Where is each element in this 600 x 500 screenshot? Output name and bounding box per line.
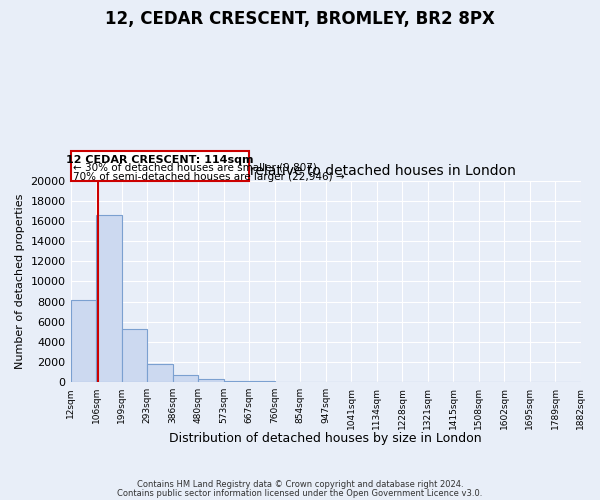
- Bar: [122, 329, 147, 382]
- Bar: [249, 381, 275, 382]
- Bar: [147, 364, 173, 382]
- Bar: [71, 300, 96, 382]
- Text: 12, CEDAR CRESCENT, BROMLEY, BR2 8PX: 12, CEDAR CRESCENT, BROMLEY, BR2 8PX: [105, 10, 495, 28]
- Bar: [198, 379, 224, 382]
- Title: Size of property relative to detached houses in London: Size of property relative to detached ho…: [135, 164, 516, 178]
- Text: 12 CEDAR CRESCENT: 114sqm: 12 CEDAR CRESCENT: 114sqm: [66, 154, 253, 164]
- Text: Contains HM Land Registry data © Crown copyright and database right 2024.: Contains HM Land Registry data © Crown c…: [137, 480, 463, 489]
- X-axis label: Distribution of detached houses by size in London: Distribution of detached houses by size …: [169, 432, 482, 445]
- Y-axis label: Number of detached properties: Number of detached properties: [15, 194, 25, 369]
- Bar: [173, 374, 198, 382]
- Text: ← 30% of detached houses are smaller (9,807): ← 30% of detached houses are smaller (9,…: [73, 162, 317, 172]
- Text: Contains public sector information licensed under the Open Government Licence v3: Contains public sector information licen…: [118, 488, 482, 498]
- Text: 70% of semi-detached houses are larger (22,946) →: 70% of semi-detached houses are larger (…: [73, 172, 345, 181]
- Bar: [96, 215, 122, 382]
- FancyBboxPatch shape: [71, 150, 248, 180]
- Bar: [224, 380, 249, 382]
